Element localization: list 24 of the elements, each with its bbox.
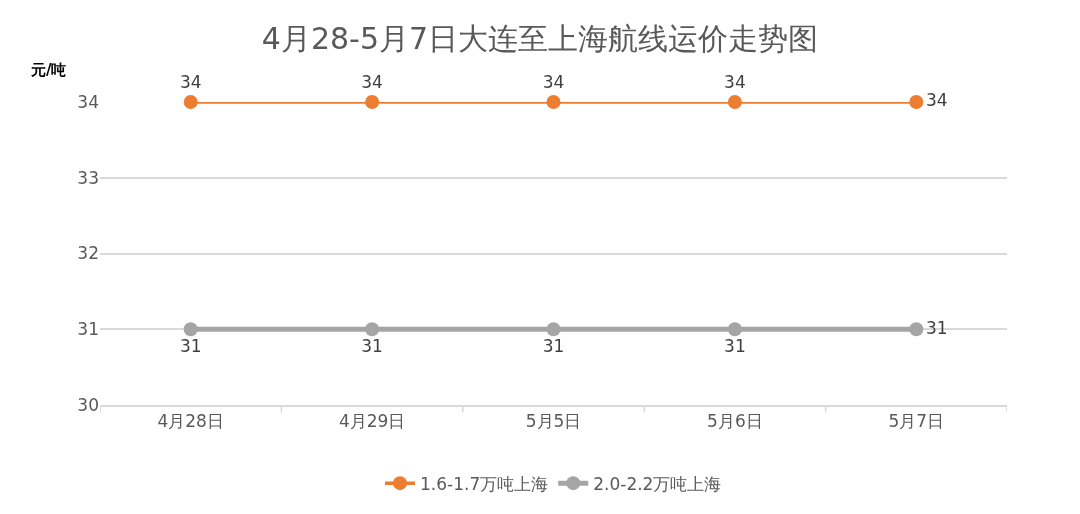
y-tick-label: 31 (77, 319, 99, 340)
data-label: 31 (179, 335, 202, 356)
x-tick-label: 4月29日 (338, 411, 406, 432)
data-label: 34 (361, 72, 383, 92)
legend-label: 2.0-2.2万吨上海 (593, 473, 722, 494)
x-tick-label: 5月6日 (707, 411, 763, 432)
data-label: 34 (179, 72, 202, 92)
y-tick-label: 33 (77, 167, 99, 188)
y-tick-label: 32 (77, 243, 99, 264)
data-label: 34 (926, 90, 948, 111)
y-axis-title: 元/吨 (30, 61, 67, 79)
data-label: 31 (724, 335, 746, 356)
data-label: 34 (542, 72, 565, 92)
y-tick-label: 30 (77, 394, 99, 415)
data-label: 31 (926, 317, 948, 338)
data-label: 31 (361, 335, 383, 356)
x-tick-label: 5月5日 (525, 411, 582, 432)
x-tick-label: 4月28日 (157, 411, 224, 432)
data-label: 34 (724, 72, 746, 92)
data-label: 31 (542, 335, 565, 356)
y-tick-label: 34 (77, 91, 99, 112)
x-tick-label: 5月7日 (888, 411, 945, 432)
chart-title: 4月28-5月7日大连至上海航线运价走势图 (261, 21, 819, 57)
legend-label: 1.6-1.7万吨上海 (420, 473, 549, 494)
